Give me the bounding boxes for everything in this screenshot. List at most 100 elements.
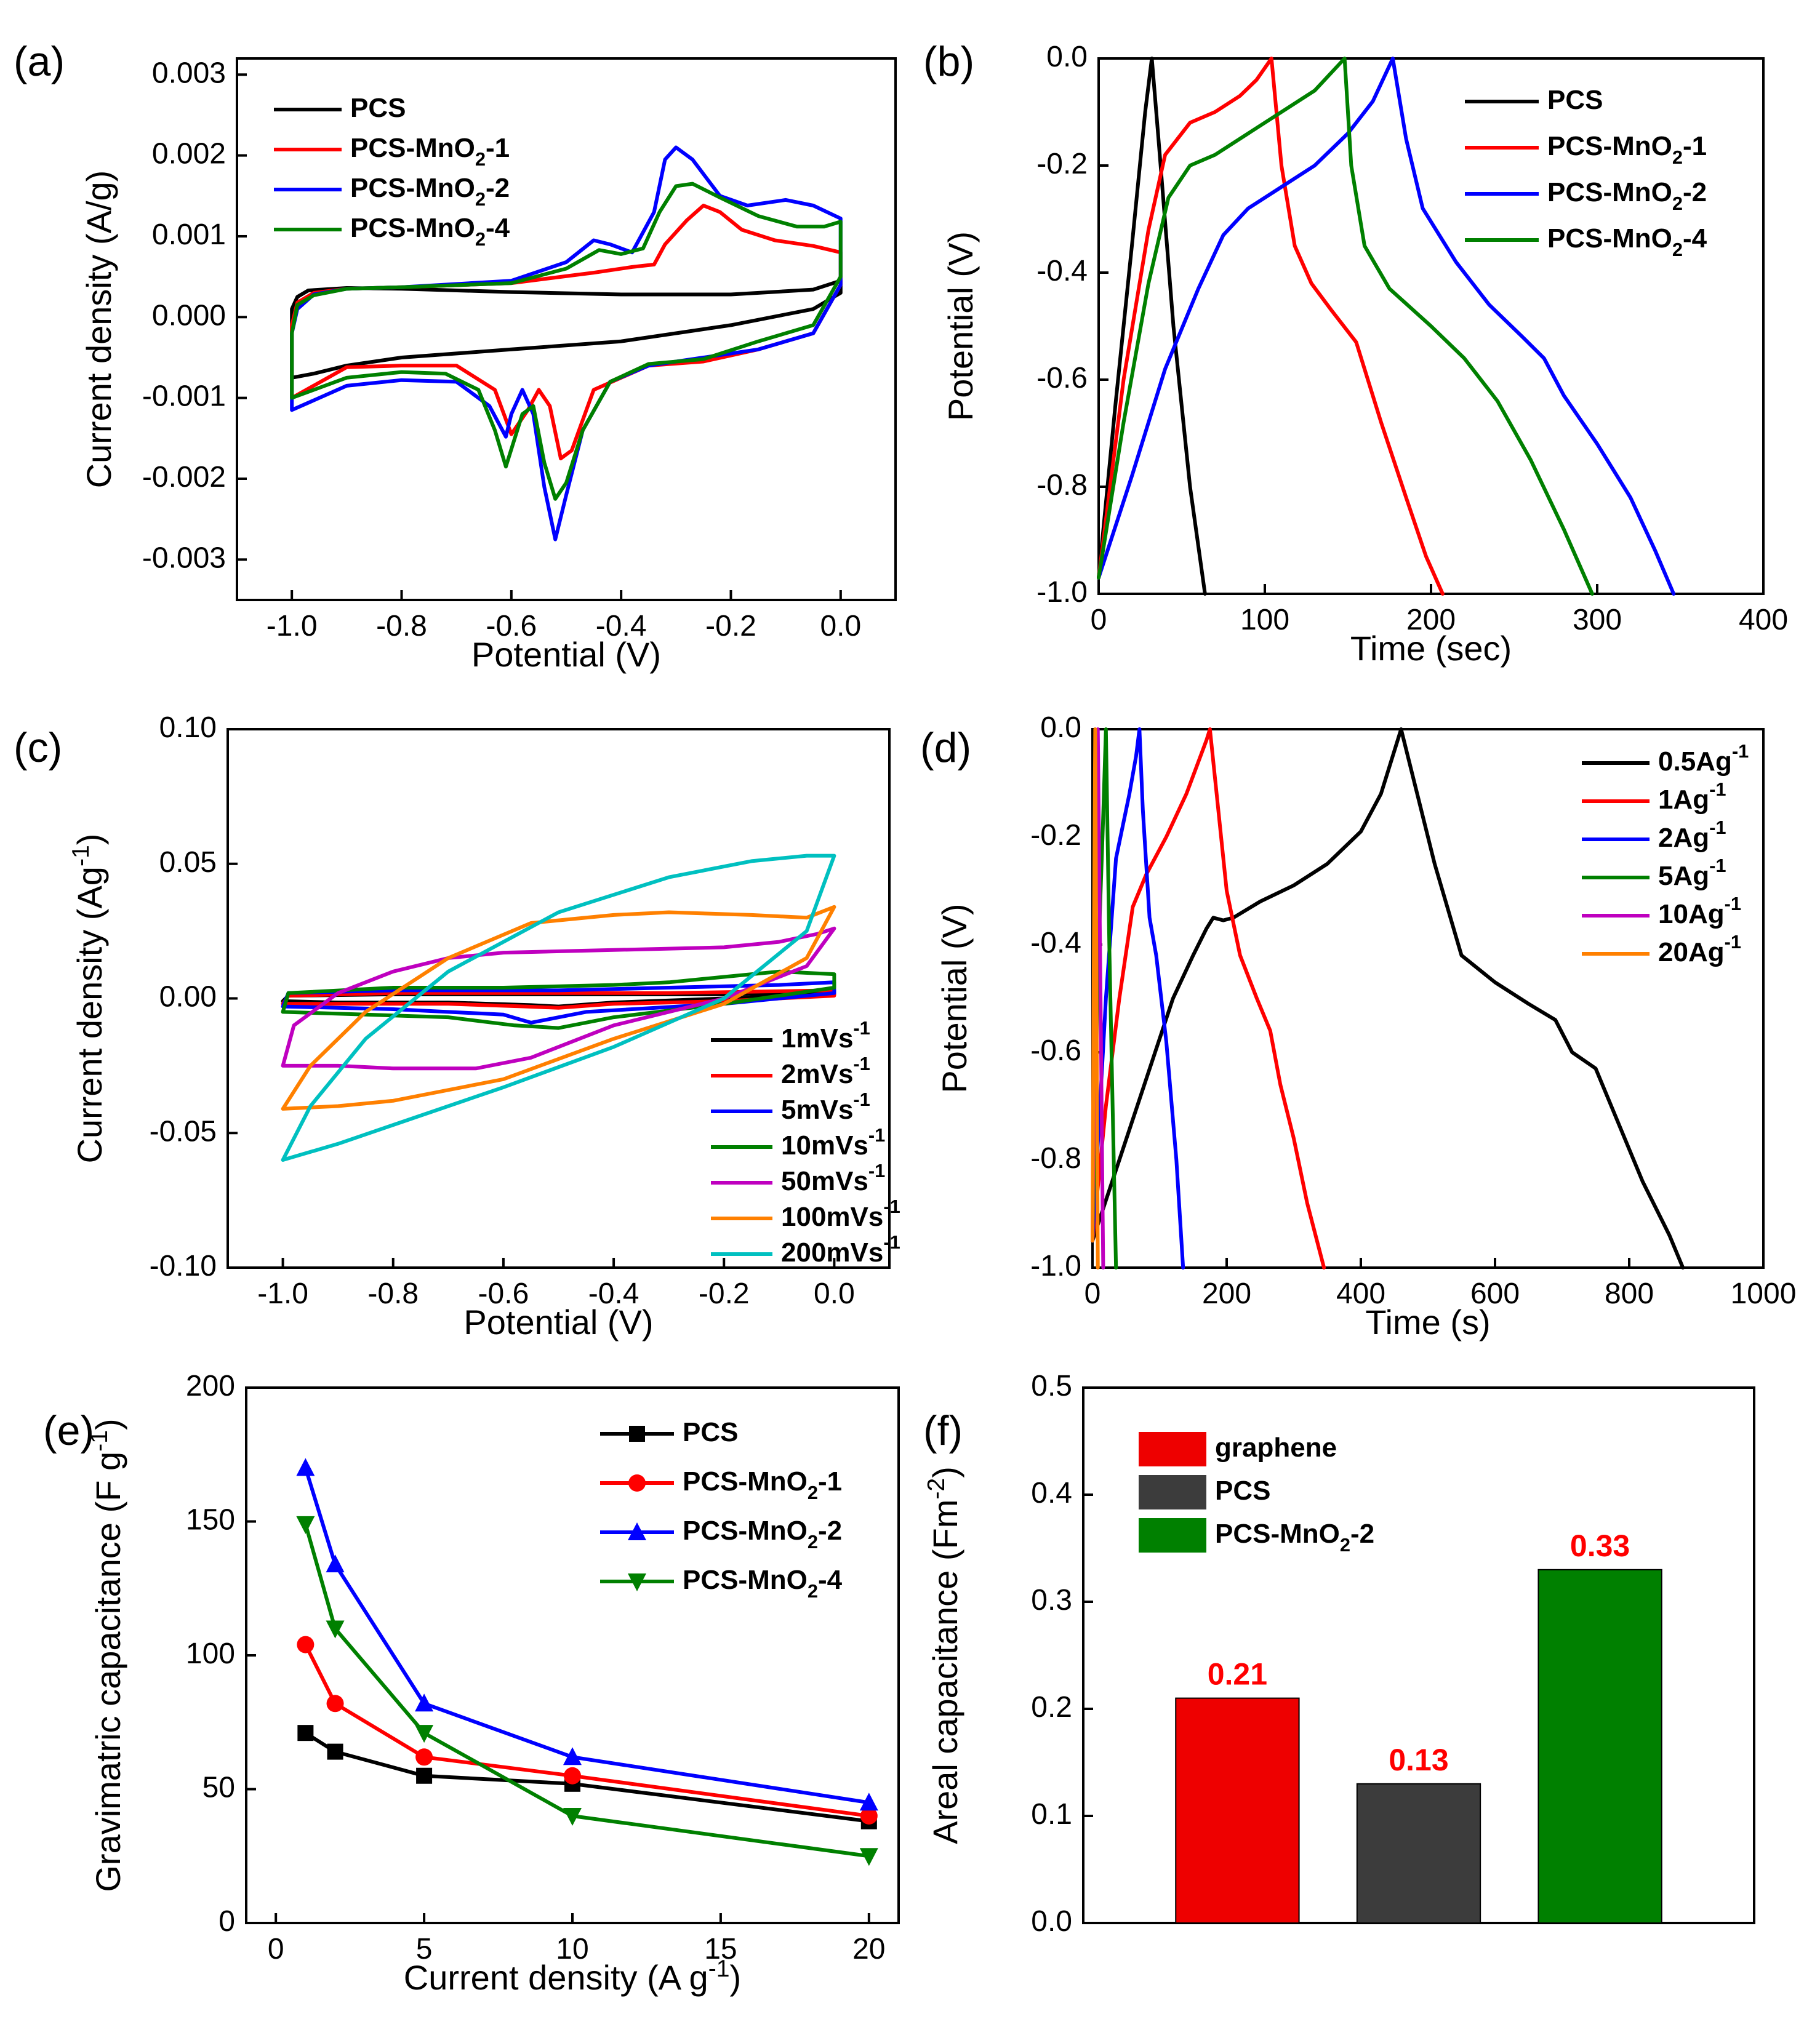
series-line-PCS-MnO2-1: [1097, 57, 1445, 596]
legend-entry: PCS-MnO2-2: [274, 173, 510, 210]
panel-label: (f): [923, 1407, 963, 1454]
y-tick-label: -0.6: [1030, 1034, 1081, 1067]
y-tick-label: 0.002: [152, 137, 226, 170]
x-axis-title: Potential (V): [463, 1303, 653, 1341]
data-point-PCS: [297, 1725, 314, 1741]
x-tick-label: 300: [1573, 604, 1622, 636]
series-line-PCS-MnO2-2: [1097, 57, 1676, 596]
y-tick-label: -0.003: [142, 542, 226, 574]
legend-entry: PCS: [1139, 1475, 1270, 1509]
data-point-PCS-MnO2-4: [296, 1516, 315, 1534]
series-line-PCS: [290, 279, 843, 380]
x-tick-label: -0.4: [588, 1277, 639, 1310]
x-tick-label: 0.0: [820, 610, 861, 642]
x-tick-label: 400: [1739, 604, 1788, 636]
legend-entry: PCS-MnO2-4: [600, 1565, 843, 1602]
legend-entry: 1Ag-1: [1582, 778, 1726, 815]
legend-entry: 5Ag-1: [1582, 855, 1726, 891]
y-tick-label: -1.0: [1030, 1250, 1081, 1282]
y-tick-label: -1.0: [1036, 576, 1088, 609]
chart-panel-a: (a) -1.0 -0.8 -0.6 -0.4 -0.2 0.0 -0.003 -0.002 -0…: [14, 38, 897, 674]
x-tick-label: 10: [556, 1933, 588, 1965]
y-tick-label: 50: [202, 1771, 235, 1804]
legend-swatch: [1139, 1432, 1206, 1466]
y-tick-label: 0.4: [1031, 1477, 1072, 1509]
x-axis-title: Time (s): [1365, 1303, 1490, 1341]
x-tick-label: -0.4: [596, 610, 647, 642]
x-tick-label: 20: [852, 1933, 885, 1965]
legend-label: PCS: [1547, 85, 1603, 115]
series-line-10mVs-1: [281, 969, 836, 1030]
series-line-20Ag-1: [1091, 727, 1100, 1269]
x-axis-title: Potential (V): [471, 635, 661, 674]
legend-entry: PCS-MnO2-4: [274, 213, 510, 250]
legend-label: 20Ag-1: [1658, 931, 1741, 967]
data-point-PCS-MnO2-2: [296, 1458, 315, 1476]
legend-entry: 0.5Ag-1: [1582, 740, 1749, 777]
chart-panel-b: (b) 0 100 200 300 400 -1.0 -0.8 -0.6 -0.4 -0.2 0.0 T…: [923, 38, 1788, 668]
x-tick-label: 200: [1202, 1277, 1251, 1310]
legend-entry: 200mVs-1: [711, 1231, 900, 1268]
y-tick-label: -0.8: [1036, 469, 1088, 502]
legend-marker: [628, 1522, 646, 1540]
panel-label: (d): [920, 724, 971, 771]
legend-label: 2Ag-1: [1658, 817, 1726, 853]
x-tick-label: 0: [1091, 604, 1107, 636]
legend-label: PCS-MnO2-2: [683, 1516, 842, 1553]
panel-label: (e): [43, 1407, 94, 1454]
plot-frame: [236, 57, 897, 601]
legend-label: 10mVs-1: [781, 1124, 885, 1161]
legend-label: 1mVs-1: [781, 1017, 870, 1053]
legend-entry: graphene: [1139, 1432, 1337, 1466]
legend-label: PCS: [1215, 1476, 1270, 1506]
legend-entry: PCS-MnO2-2: [1465, 177, 1707, 214]
legend-label: 0.5Ag-1: [1658, 740, 1749, 777]
y-tick-label: 0.00: [159, 980, 217, 1013]
series-line-2Ag-1: [1091, 727, 1185, 1269]
legend-label: PCS-MnO2-2: [1215, 1519, 1374, 1556]
panel-label: (c): [14, 724, 62, 771]
y-tick-label: 0.3: [1031, 1584, 1072, 1617]
x-tick-label: 5: [416, 1933, 433, 1965]
x-tick-label: -1.0: [267, 610, 318, 642]
legend-entry: PCS-MnO2-1: [274, 133, 510, 170]
legend-label: PCS-MnO2-1: [1547, 131, 1707, 168]
data-point-PCS: [416, 1767, 433, 1784]
y-axis-title: Potential (V): [941, 231, 980, 421]
legend-label: 50mVs-1: [781, 1160, 885, 1196]
data-point-PCS-MnO2-1: [860, 1807, 878, 1825]
y-tick-label: -0.001: [142, 380, 226, 412]
legend-entry: 2Ag-1: [1582, 817, 1726, 853]
legend-label: 5mVs-1: [781, 1089, 870, 1125]
legend-marker: [628, 1474, 646, 1492]
y-axis-title: Gravimatric capacitance (F g-1): [86, 1418, 128, 1892]
y-tick-label: 0.0: [1046, 41, 1088, 73]
series-line-200mVs-1: [281, 854, 836, 1162]
x-tick-label: -0.8: [376, 610, 427, 642]
chart-panel-d: (d) 0 200 400 600 800 1000 -1.0 -0.8 -0.6 -0.4 -0.2…: [920, 711, 1796, 1341]
bar-value-label: 0.21: [1208, 1657, 1267, 1692]
x-tick-label: -0.8: [367, 1277, 419, 1310]
y-tick-label: -0.10: [150, 1250, 217, 1282]
legend-entry: 10mVs-1: [711, 1124, 885, 1161]
x-tick-label: -0.2: [699, 1277, 750, 1310]
data-point-PCS-MnO2-1: [326, 1695, 344, 1713]
x-axis-title: Current density (A g-1): [404, 1956, 741, 1997]
y-tick-label: 0.10: [159, 711, 217, 744]
series-line-0.5Ag-1: [1091, 727, 1685, 1269]
legend-swatch: [1139, 1518, 1206, 1553]
y-tick-label: 0.003: [152, 57, 226, 89]
y-tick-label: 0.05: [159, 846, 217, 878]
y-tick-label: -0.002: [142, 461, 226, 494]
legend-label: PCS: [683, 1417, 738, 1447]
legend-label: graphene: [1215, 1433, 1337, 1463]
series-line-PCS: [1097, 57, 1207, 596]
x-tick-label: 15: [704, 1933, 737, 1965]
data-point-PCS-MnO2-1: [415, 1748, 433, 1766]
data-point-PCS: [327, 1743, 343, 1760]
x-tick-label: -0.6: [486, 610, 537, 642]
legend-entry: PCS-MnO2-2: [600, 1516, 842, 1553]
x-axis-title: Time (sec): [1350, 629, 1512, 668]
x-tick-label: 1000: [1731, 1277, 1797, 1310]
